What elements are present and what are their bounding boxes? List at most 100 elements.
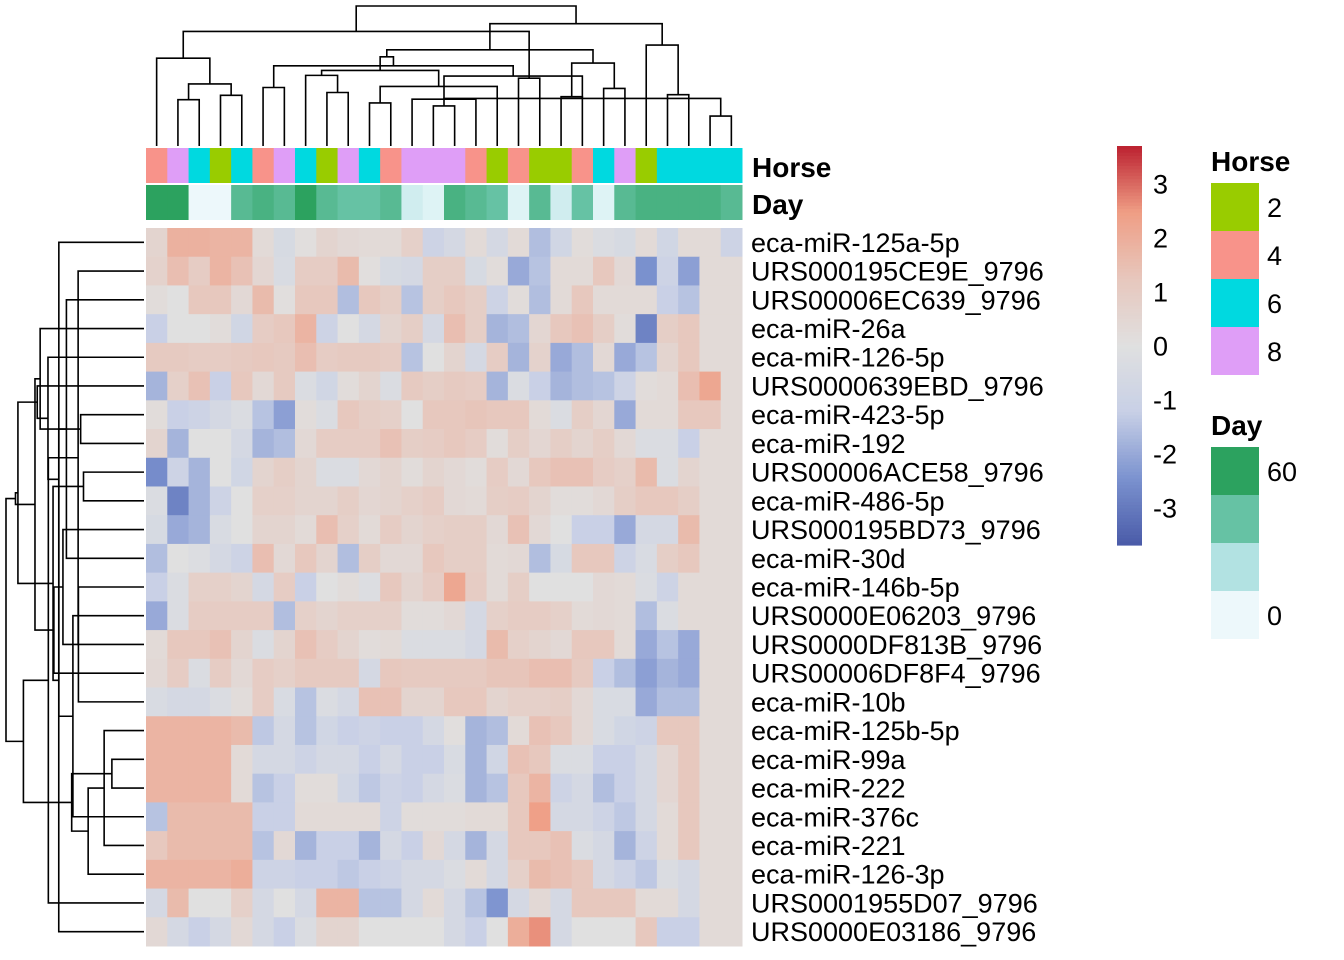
heatmap-cell bbox=[401, 630, 424, 660]
heatmap-cell bbox=[550, 256, 573, 286]
heatmap-cell bbox=[635, 917, 658, 947]
heatmap-cell bbox=[656, 658, 679, 689]
heatmap-cell bbox=[422, 228, 445, 258]
colorbar-segment bbox=[1117, 152, 1142, 157]
heatmap-cell bbox=[422, 888, 445, 918]
heatmap-cell bbox=[720, 687, 743, 717]
row-label: URS0000E03186_9796 bbox=[751, 917, 1036, 947]
heatmap-cell bbox=[678, 744, 700, 775]
colorbar-segment bbox=[1117, 332, 1142, 337]
heatmap-cell bbox=[252, 543, 275, 574]
heatmap-cell bbox=[529, 400, 551, 430]
colorbar-segment bbox=[1117, 445, 1142, 450]
heatmap-cell bbox=[146, 630, 168, 660]
horse-legend: Horse 2 4 6 8 bbox=[1211, 146, 1290, 375]
legend-label: 60 bbox=[1267, 457, 1297, 487]
heatmap-cell bbox=[209, 256, 232, 286]
heatmap-cell bbox=[507, 371, 530, 401]
column-dendrogram bbox=[155, 5, 733, 146]
heatmap-cell bbox=[295, 486, 317, 516]
heatmap-cell bbox=[550, 314, 573, 344]
heatmap-cell bbox=[720, 831, 743, 861]
heatmap-cell bbox=[209, 429, 232, 459]
heatmap-cell bbox=[465, 716, 488, 746]
heatmap-cell bbox=[486, 314, 509, 344]
heatmap-cell bbox=[401, 515, 424, 545]
colorbar-segment bbox=[1117, 362, 1142, 367]
heatmap-cell bbox=[422, 543, 445, 574]
heatmap-cell bbox=[358, 572, 381, 602]
heatmap-cell bbox=[273, 888, 296, 918]
heatmap-cell bbox=[316, 831, 339, 861]
heatmap-cell bbox=[273, 486, 296, 516]
heatmap-cell bbox=[486, 917, 509, 947]
heatmap-cell bbox=[656, 342, 679, 373]
heatmap-cell bbox=[167, 888, 190, 918]
row-label: URS00006EC639_9796 bbox=[751, 285, 1041, 315]
heatmap-cell bbox=[188, 601, 211, 631]
day-annotation-cell bbox=[465, 185, 488, 220]
colorbar-segment bbox=[1117, 235, 1142, 240]
heatmap-cell bbox=[209, 457, 232, 487]
heatmap-cell bbox=[146, 687, 168, 717]
heatmap-cell bbox=[273, 515, 296, 545]
heatmap-cell bbox=[295, 859, 317, 890]
colorbar-segment bbox=[1117, 209, 1142, 214]
heatmap-cell bbox=[422, 802, 445, 832]
heatmap-cell bbox=[699, 228, 722, 258]
heatmap-cell bbox=[635, 371, 658, 401]
heatmap-cell bbox=[252, 457, 275, 487]
heatmap-cell bbox=[358, 515, 381, 545]
colorbar-segment bbox=[1117, 315, 1142, 320]
legend-label: 2 bbox=[1267, 193, 1282, 223]
heatmap-cell bbox=[146, 228, 168, 258]
heatmap-cell bbox=[529, 543, 551, 574]
horse-annotation-cell bbox=[295, 148, 317, 183]
heatmap-cell bbox=[337, 543, 360, 574]
heatmap-cell bbox=[699, 802, 722, 832]
heatmap-cell bbox=[358, 429, 381, 459]
heatmap-cell bbox=[486, 285, 509, 315]
heatmap-cell bbox=[550, 457, 573, 487]
heatmap-cell bbox=[699, 314, 722, 344]
heatmap-cell bbox=[188, 773, 211, 803]
heatmap-cell bbox=[720, 314, 743, 344]
day-annotation-cell bbox=[252, 185, 275, 220]
heatmap-cell bbox=[614, 515, 637, 545]
colorbar-segment bbox=[1117, 495, 1142, 500]
colorbar-segment bbox=[1117, 262, 1142, 267]
heatmap-cell bbox=[656, 572, 679, 602]
heatmap-cell bbox=[422, 371, 445, 401]
heatmap-cell bbox=[337, 457, 360, 487]
heatmap-cell bbox=[380, 572, 402, 602]
heatmap-cell bbox=[678, 400, 700, 430]
colorbar-segment bbox=[1117, 465, 1142, 470]
heatmap-cell bbox=[614, 601, 637, 631]
colorbar-segment bbox=[1117, 402, 1142, 406]
heatmap-cell bbox=[550, 744, 573, 775]
heatmap-cell bbox=[167, 486, 190, 516]
heatmap-cell bbox=[678, 314, 700, 344]
heatmap-cell bbox=[316, 400, 339, 430]
heatmap-cell bbox=[678, 630, 700, 660]
heatmap-cell bbox=[422, 429, 445, 459]
day-annotation-cell bbox=[699, 185, 722, 220]
colorbar-segment bbox=[1117, 405, 1142, 410]
colorbar-tick-label: 1 bbox=[1153, 278, 1168, 308]
heatmap-cell bbox=[422, 917, 445, 947]
colorbar-segment bbox=[1117, 305, 1142, 310]
heatmap-cell bbox=[146, 342, 168, 373]
colorbar-segment bbox=[1117, 352, 1142, 357]
dendrogram-branch bbox=[645, 44, 679, 146]
heatmap-cell bbox=[593, 515, 615, 545]
heatmap-cell bbox=[401, 831, 424, 861]
colorbar-segment bbox=[1117, 448, 1142, 453]
heatmap-cell bbox=[507, 457, 530, 487]
legend-swatch bbox=[1211, 231, 1259, 279]
colorbar-tick-label: -2 bbox=[1153, 439, 1177, 469]
heatmap-cell bbox=[444, 285, 466, 315]
heatmap-cells bbox=[146, 228, 743, 947]
heatmap-cell bbox=[614, 457, 637, 487]
heatmap-cell bbox=[231, 314, 253, 344]
